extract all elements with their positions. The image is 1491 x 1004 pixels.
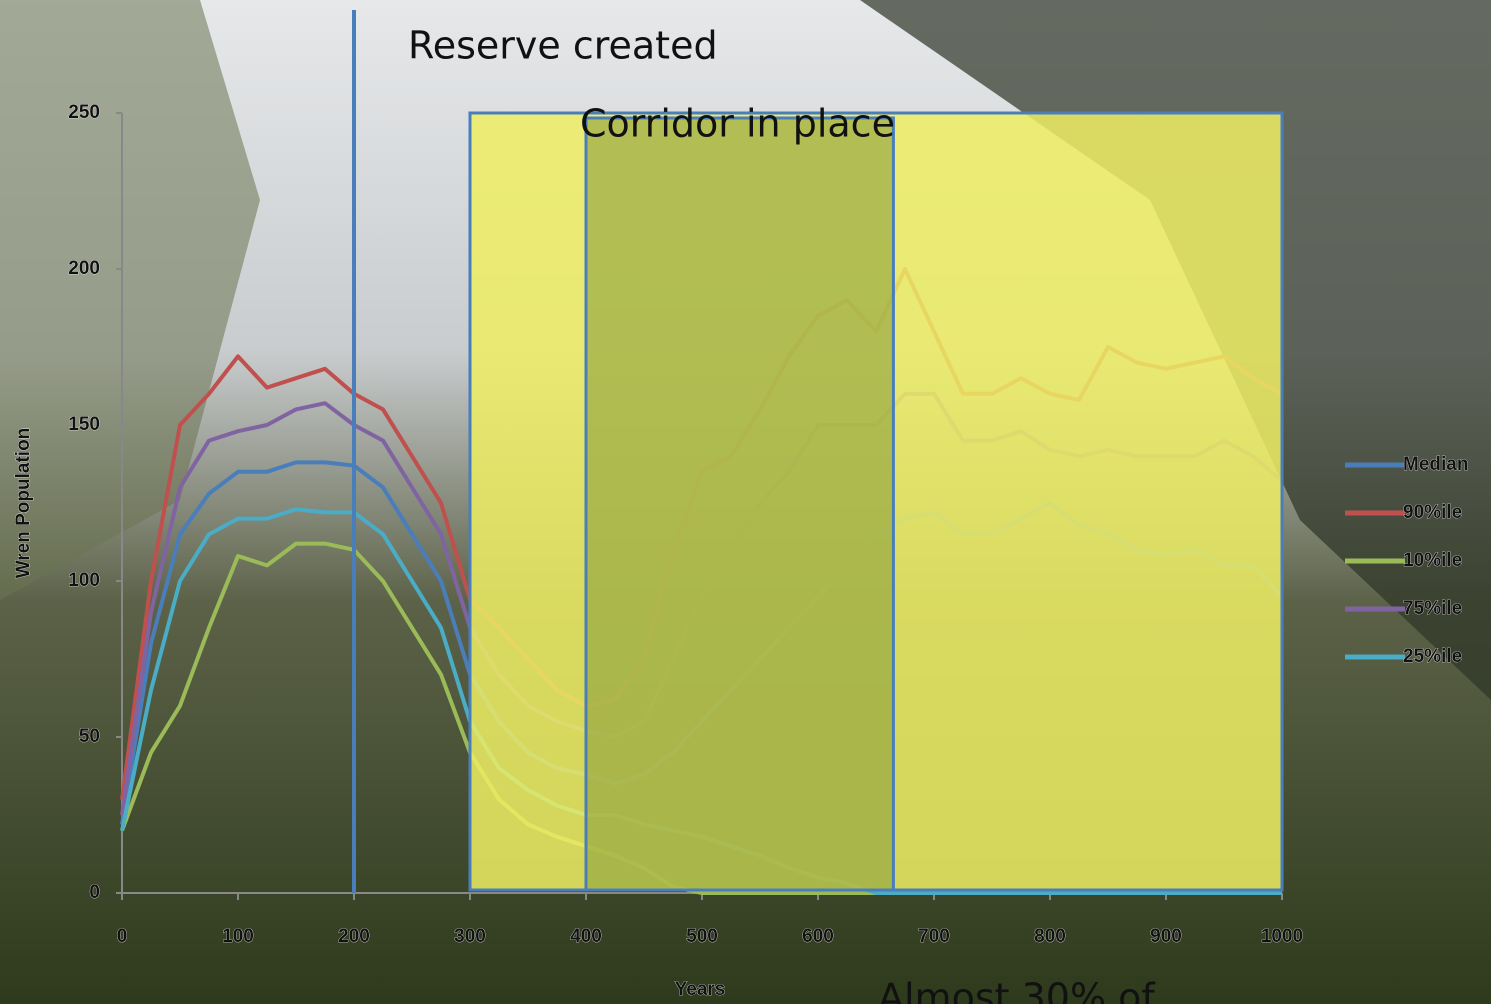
y-tick-label: 250 <box>68 102 100 123</box>
legend-label: 75%ile <box>1403 598 1462 619</box>
y-tick-label: 50 <box>79 726 100 747</box>
x-tick-label: 1000 <box>1261 926 1303 947</box>
x-tick-label: 500 <box>686 926 718 947</box>
legend-label: Median <box>1403 454 1468 475</box>
annotation: Almost 30% of <box>878 976 1156 1004</box>
x-tick-label: 600 <box>802 926 834 947</box>
x-tick-label: 800 <box>1034 926 1066 947</box>
x-tick-label: 0 <box>117 926 128 947</box>
y-tick-label: 150 <box>68 414 100 435</box>
x-tick-label: 100 <box>222 926 254 947</box>
chart: 0 50 100 150 200 250 0 100 200 300 400 500 600 700 800… <box>0 0 1491 1004</box>
annotation: Corridor in place <box>580 102 895 146</box>
x-axis-title: Years <box>675 979 726 1000</box>
legend-label: 10%ile <box>1403 550 1462 571</box>
y-tick-label: 0 <box>89 882 100 903</box>
y-tick-label: 200 <box>68 258 100 279</box>
y-axis-title: Wren Population <box>13 428 34 579</box>
corridor-region <box>586 118 893 890</box>
legend-label: 25%ile <box>1403 646 1462 667</box>
x-tick-label: 700 <box>918 926 950 947</box>
x-tick-label: 300 <box>454 926 486 947</box>
x-tick-label: 900 <box>1150 926 1182 947</box>
x-tick-label: 400 <box>570 926 602 947</box>
annotation: Reserve created <box>408 24 718 68</box>
y-tick-label: 100 <box>68 570 100 591</box>
x-tick-label: 200 <box>338 926 370 947</box>
legend-label: 90%ile <box>1403 502 1462 523</box>
